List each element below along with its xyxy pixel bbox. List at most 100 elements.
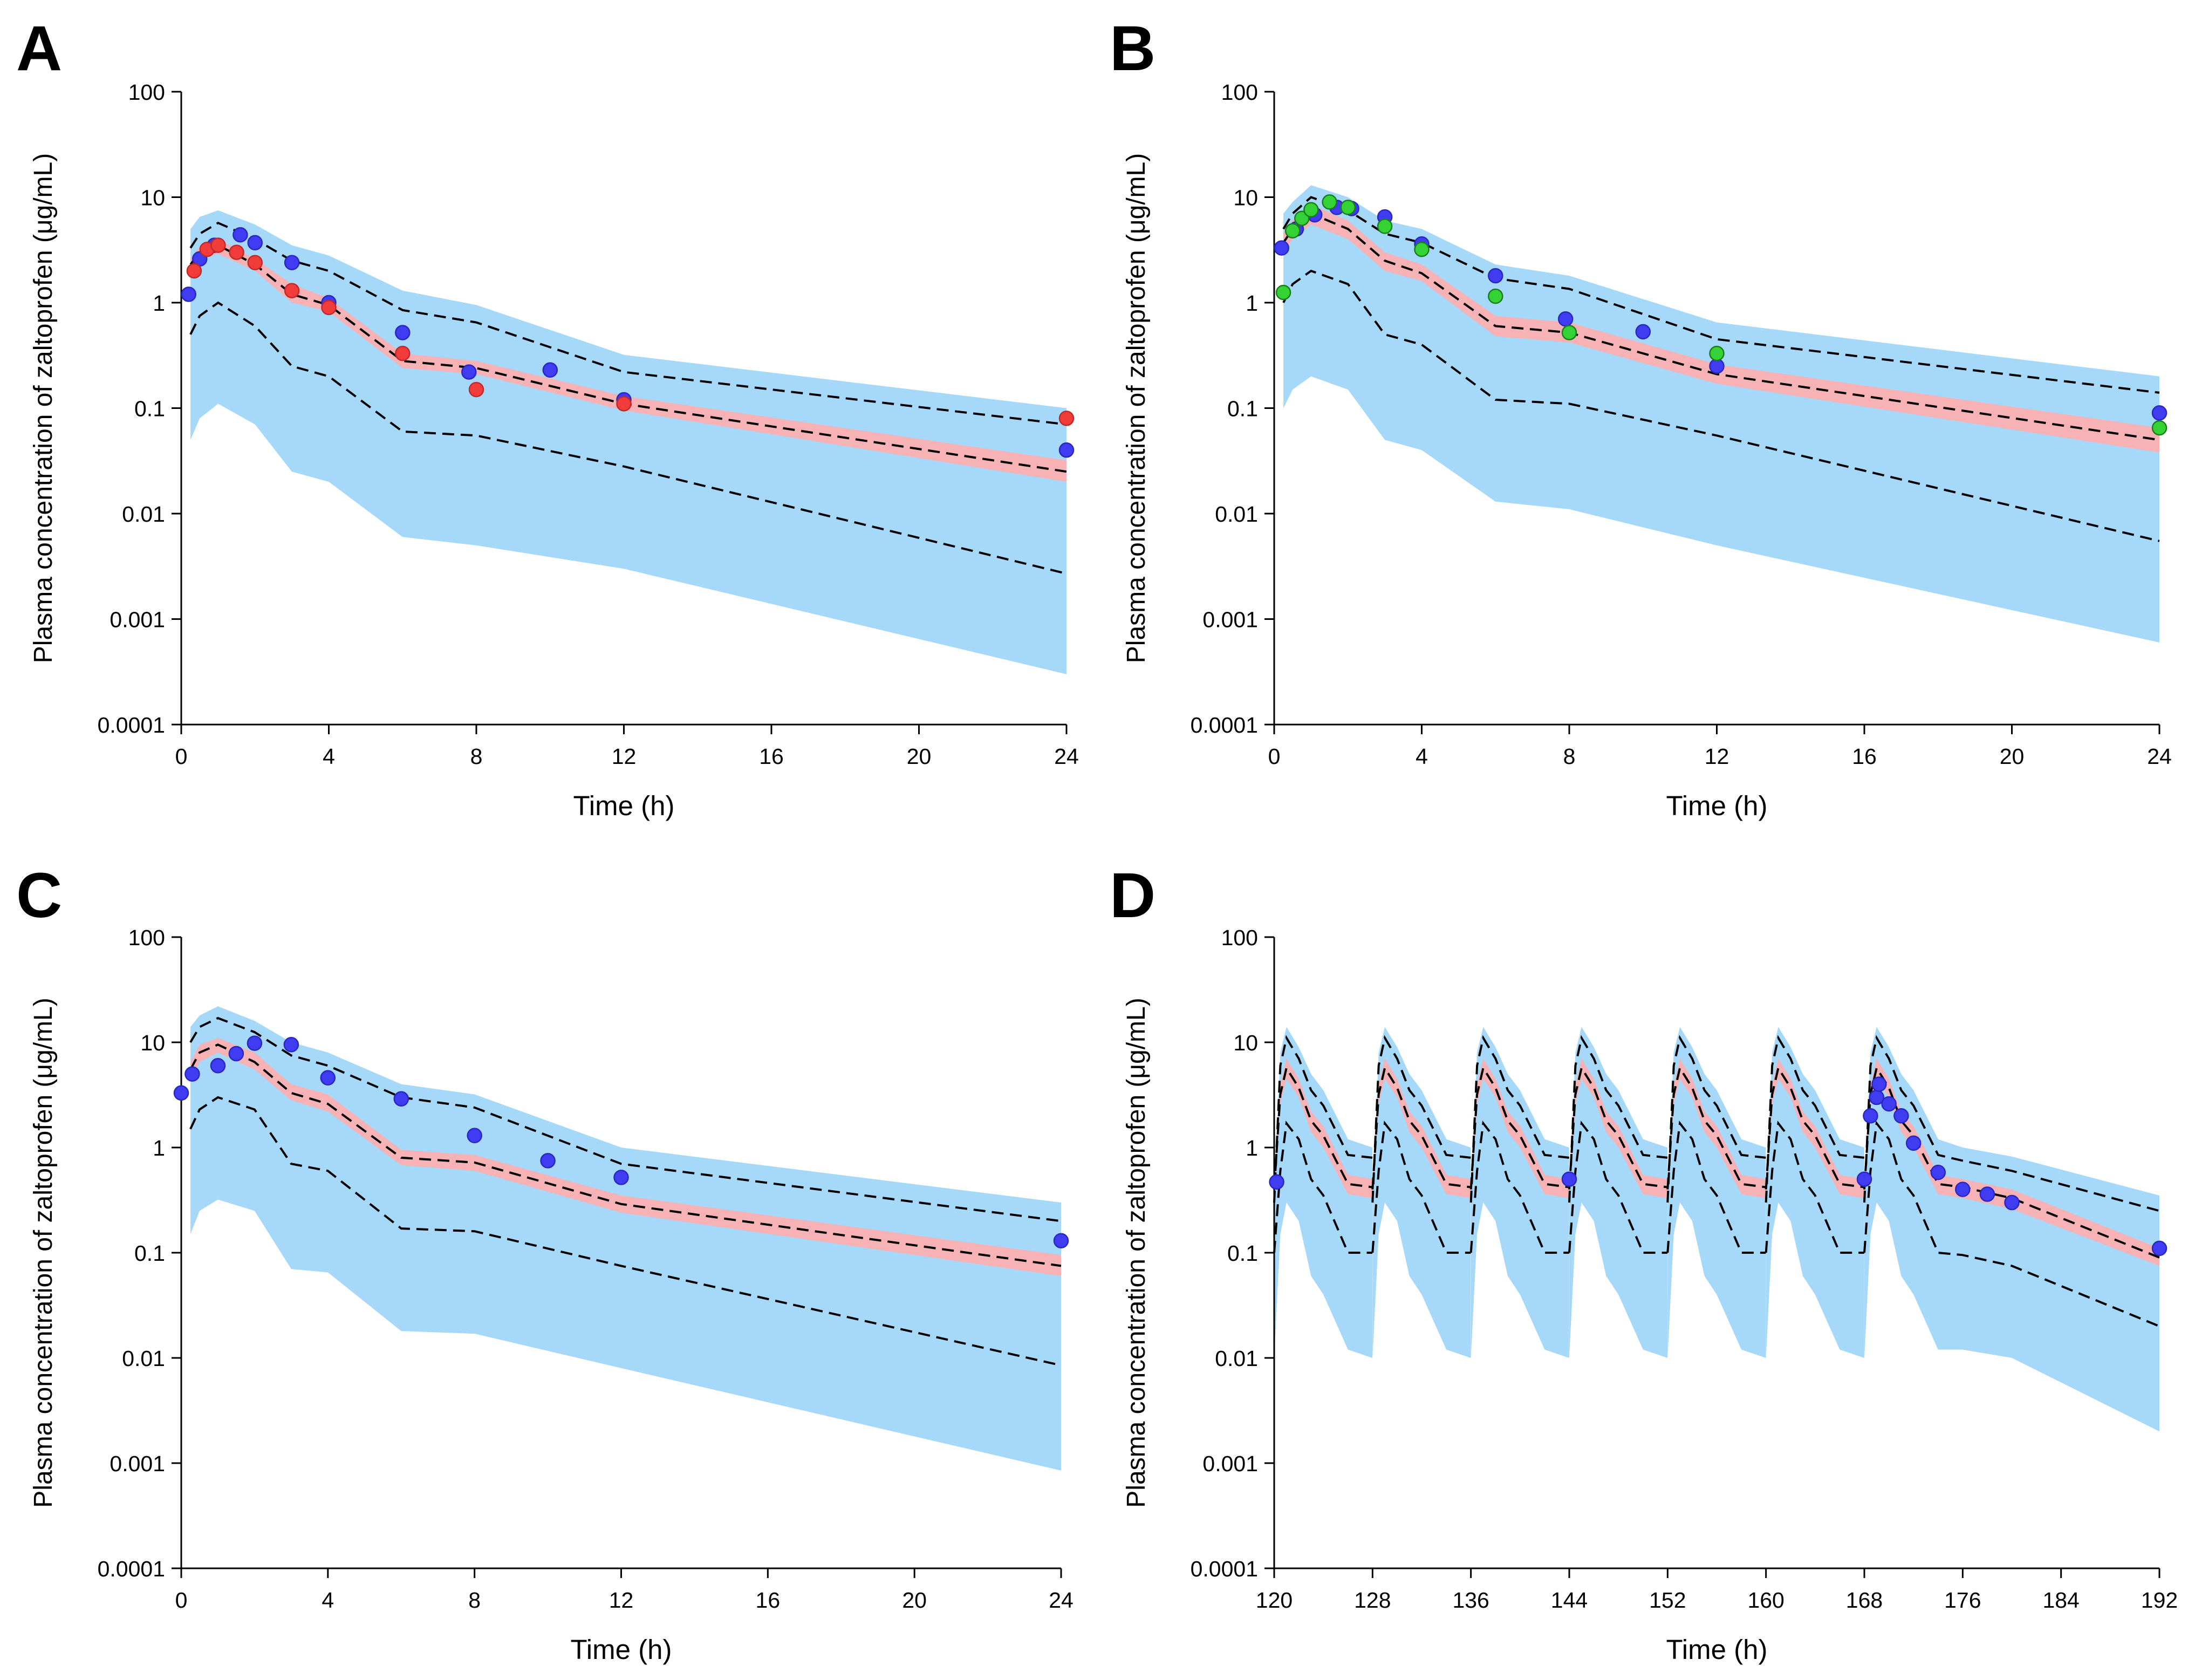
observed-point-blue	[181, 286, 196, 302]
x-axis-title: Time (h)	[1666, 1634, 1768, 1665]
observed-point-blue	[2151, 1240, 2168, 1256]
outer-prediction-band	[1471, 1027, 1569, 1358]
y-tick-label: 0.01	[1215, 1346, 1258, 1371]
median-line	[1469, 1065, 1570, 1190]
y-tick-label: 10	[1233, 1030, 1258, 1055]
y-axis-title: Plasma concentration of zaltoprofen (μg/…	[1122, 153, 1151, 663]
lower-percentile-line	[1666, 1121, 1766, 1254]
x-tick-label: 12	[609, 1588, 634, 1613]
observed-point-blue	[1930, 1164, 1946, 1180]
observed-point-blue	[1979, 1186, 1995, 1202]
x-tick-label: 24	[2147, 744, 2172, 769]
upper-percentile-line	[1666, 1035, 1766, 1203]
lower-percentile-line	[1273, 1121, 1373, 1254]
outer-prediction-band	[1274, 1027, 1373, 1358]
observed-point-green	[1414, 241, 1430, 257]
x-tick-label: 136	[1452, 1588, 1489, 1613]
y-tick-label: 0.001	[110, 607, 165, 632]
x-tick-label: 144	[1551, 1588, 1588, 1613]
x-tick-label: 24	[1054, 744, 1079, 769]
median-line	[1371, 1065, 1471, 1190]
observed-point-blue	[1053, 1233, 1069, 1249]
observed-point-blue	[1709, 358, 1725, 374]
observed-point-blue	[228, 1046, 244, 1062]
observed-point-blue	[1274, 240, 1289, 256]
panel-letter: C	[16, 860, 62, 931]
x-tick-label: 8	[468, 1588, 481, 1613]
y-tick-label: 0.01	[122, 1346, 165, 1371]
observed-point-green	[1275, 284, 1291, 301]
observed-point-blue	[1881, 1096, 1897, 1112]
x-tick-label: 4	[322, 1588, 334, 1613]
x-tick-label: 20	[907, 744, 932, 769]
x-axis-title: Time (h)	[1666, 790, 1768, 821]
lower-percentile-line	[1469, 1121, 1569, 1254]
x-tick-label: 128	[1354, 1588, 1391, 1613]
x-tick-label: 152	[1649, 1588, 1686, 1613]
median-confidence-band	[1864, 1058, 2159, 1266]
panel-letter: B	[1110, 13, 1155, 84]
upper-percentile-line	[189, 1016, 1062, 1223]
x-axis-title: Time (h)	[573, 790, 675, 821]
x-tick-label: 0	[175, 744, 188, 769]
y-tick-label: 100	[1221, 80, 1258, 105]
y-tick-label: 100	[1221, 925, 1258, 950]
y-tick-label: 0.0001	[98, 1556, 165, 1581]
observed-point-blue	[542, 362, 558, 378]
panel-letter: D	[1110, 860, 1155, 931]
lower-percentile-line	[1863, 1121, 2160, 1328]
x-tick-label: 12	[612, 744, 637, 769]
y-tick-label: 100	[128, 925, 165, 950]
observed-point-green	[1322, 194, 1337, 210]
x-tick-label: 20	[2000, 744, 2025, 769]
x-tick-label: 16	[756, 1588, 781, 1613]
y-tick-label: 1	[153, 1136, 165, 1160]
y-tick-label: 0.001	[1202, 1451, 1258, 1476]
observed-point-blue	[395, 325, 411, 340]
observed-point-blue	[2004, 1194, 2020, 1211]
y-tick-label: 0.1	[1227, 1241, 1258, 1266]
observed-point-blue	[1561, 1171, 1577, 1187]
observed-point-blue	[461, 364, 477, 380]
median-line	[1568, 1065, 1668, 1190]
observed-point-green	[1303, 202, 1319, 218]
y-tick-label: 10	[140, 1030, 165, 1055]
observed-point-blue	[1058, 442, 1075, 458]
observed-point-blue	[1557, 311, 1574, 327]
median-confidence-band	[190, 1037, 1061, 1276]
y-axis-title: Plasma concentration of zaltoprofen (μg/…	[1122, 998, 1151, 1507]
x-tick-label: 4	[1416, 744, 1428, 769]
observed-point-blue	[210, 1058, 226, 1074]
y-tick-label: 0.001	[1202, 607, 1258, 632]
observed-point-green	[1284, 223, 1301, 239]
observed-point-blue	[540, 1153, 556, 1169]
y-tick-label: 0.1	[134, 1241, 165, 1266]
y-tick-label: 1	[1246, 291, 1258, 316]
x-tick-label: 20	[902, 1588, 927, 1613]
observed-point-blue	[1905, 1135, 1922, 1151]
y-tick-label: 0.01	[1215, 502, 1258, 527]
lower-percentile-line	[189, 1096, 1062, 1367]
observed-point-red	[395, 345, 411, 361]
observed-point-red	[321, 299, 337, 316]
lower-percentile-line	[1371, 1121, 1471, 1254]
x-tick-label: 160	[1747, 1588, 1784, 1613]
outer-prediction-band	[1766, 1027, 1864, 1358]
observed-point-green	[2151, 420, 2168, 436]
y-tick-label: 1	[153, 291, 165, 316]
observed-point-red	[229, 244, 244, 260]
median-confidence-band	[1667, 1058, 1766, 1203]
median-confidence-band	[1766, 1058, 1864, 1203]
observed-point-red	[1058, 411, 1075, 426]
observed-point-red	[247, 255, 263, 270]
observed-point-blue	[1269, 1174, 1284, 1190]
median-line	[1273, 1065, 1373, 1190]
observed-point-blue	[173, 1085, 189, 1101]
x-tick-label: 168	[1846, 1588, 1883, 1613]
x-tick-label: 184	[2042, 1588, 2079, 1613]
outer-prediction-band	[1372, 1027, 1471, 1358]
y-tick-label: 1	[1246, 1136, 1258, 1160]
median-line	[189, 1043, 1062, 1267]
y-tick-label: 0.0001	[1191, 1556, 1258, 1581]
